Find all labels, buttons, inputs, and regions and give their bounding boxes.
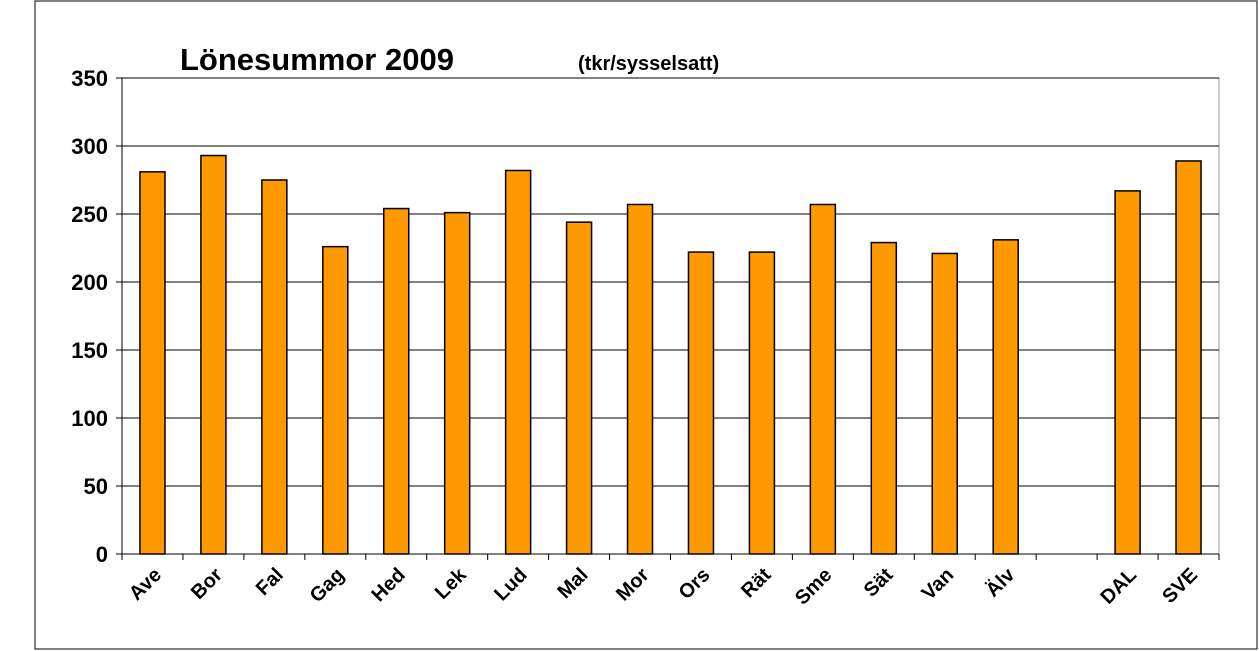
bar bbox=[443, 211, 471, 555]
y-tick-label: 50 bbox=[84, 474, 108, 499]
bar bbox=[504, 169, 532, 555]
bar bbox=[1114, 190, 1141, 555]
bar bbox=[992, 239, 1019, 555]
bar bbox=[687, 251, 715, 555]
bar bbox=[748, 251, 776, 555]
bar bbox=[383, 207, 410, 555]
y-tick-label: 300 bbox=[71, 134, 108, 159]
y-tick-label: 250 bbox=[71, 202, 108, 227]
bar bbox=[870, 241, 898, 555]
bar bbox=[261, 179, 288, 555]
y-tick-label: 100 bbox=[71, 406, 108, 431]
y-tick-label: 200 bbox=[71, 270, 108, 295]
bar bbox=[626, 203, 654, 555]
bar bbox=[139, 171, 166, 555]
bar bbox=[565, 221, 593, 555]
bar bbox=[322, 245, 349, 555]
y-tick-label: 150 bbox=[71, 338, 108, 363]
bar bbox=[809, 203, 837, 555]
y-tick-label: 350 bbox=[71, 66, 108, 91]
bar bbox=[1175, 160, 1202, 555]
bar bbox=[931, 252, 958, 555]
chart-subtitle: (tkr/sysselsatt) bbox=[578, 53, 719, 75]
chart-title: Lönesummor 2009 bbox=[180, 42, 454, 77]
y-tick-label: 0 bbox=[96, 542, 108, 567]
bar bbox=[200, 154, 227, 555]
